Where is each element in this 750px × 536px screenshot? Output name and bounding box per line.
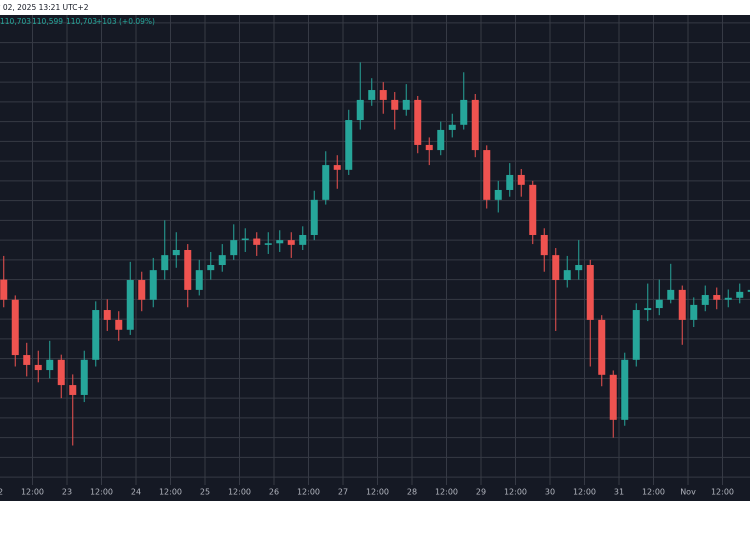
- candle-body: [69, 385, 77, 395]
- header-value: 110,703: [0, 17, 31, 26]
- candle-body: [621, 359, 629, 420]
- candle-body: [310, 199, 318, 235]
- x-tick-label: 12:00: [297, 488, 320, 497]
- candle-body: [241, 238, 249, 241]
- candle-body: [207, 265, 215, 271]
- candle-body: [46, 359, 54, 371]
- candle-body: [161, 255, 169, 271]
- candle-body: [80, 359, 88, 395]
- candle-body: [667, 289, 675, 300]
- candle-body: [713, 295, 721, 300]
- candle-body: [356, 99, 364, 121]
- candle-body: [253, 238, 261, 245]
- candle-body: [138, 280, 146, 300]
- candle-body: [368, 90, 376, 100]
- candle-body: [57, 359, 65, 386]
- x-tick-label: 12:00: [642, 488, 665, 497]
- header-value: +103 (+0.09%): [96, 17, 155, 26]
- candle-body: [701, 295, 709, 305]
- x-tick-label: 12:00: [90, 488, 113, 497]
- candle-body: [184, 250, 192, 290]
- x-tick-label: 22: [0, 488, 3, 497]
- candle-body: [506, 174, 514, 190]
- x-tick-label: Nov: [680, 488, 696, 497]
- candle-body: [460, 99, 468, 125]
- candle-body: [747, 289, 750, 292]
- candle-body: [345, 120, 353, 170]
- x-tick-label: 12:00: [711, 488, 734, 497]
- candle-body: [391, 99, 399, 110]
- x-tick-label: 12:00: [435, 488, 458, 497]
- candle-body: [402, 99, 410, 110]
- candle-body: [644, 308, 652, 311]
- candle-body: [529, 184, 537, 235]
- candle-body: [172, 250, 180, 256]
- x-tick-label: 24: [131, 488, 141, 497]
- candle-body: [414, 99, 422, 145]
- x-tick-label: 12:00: [159, 488, 182, 497]
- header-value: 110,599: [32, 17, 63, 26]
- candle-body: [736, 291, 744, 298]
- x-tick-label: 30: [545, 488, 555, 497]
- candle-body: [437, 129, 445, 151]
- candle-body: [23, 355, 31, 365]
- chart-background: [0, 15, 750, 501]
- candle-body: [690, 304, 698, 320]
- x-tick-label: 31: [614, 488, 624, 497]
- candle-body: [287, 240, 295, 245]
- candle-body: [448, 124, 456, 130]
- candle-body: [276, 240, 284, 244]
- candle-body: [678, 289, 686, 320]
- candle-body: [218, 255, 226, 266]
- candle-body: [552, 255, 560, 281]
- x-tick-label: 12:00: [573, 488, 596, 497]
- candle-body: [471, 99, 479, 151]
- candle-body: [149, 270, 157, 300]
- candle-body: [11, 299, 19, 356]
- x-tick-label: 29: [476, 488, 486, 497]
- candle-body: [230, 240, 238, 256]
- candle-body: [126, 280, 134, 330]
- candle-body: [0, 279, 8, 300]
- candle-body: [264, 243, 272, 245]
- candle-body: [575, 265, 583, 271]
- candle-body: [322, 165, 330, 200]
- x-tick-label: 12:00: [504, 488, 527, 497]
- candle-body: [92, 310, 100, 360]
- header-value: 110,703: [66, 17, 97, 26]
- candle-body: [540, 234, 548, 256]
- candle-body: [425, 144, 433, 151]
- x-tick-label: 27: [338, 488, 348, 497]
- x-tick-label: 23: [62, 488, 72, 497]
- candle-body: [724, 297, 732, 300]
- x-tick-label: 25: [200, 488, 210, 497]
- x-tick-label: 12:00: [366, 488, 389, 497]
- candle-body: [333, 165, 341, 170]
- candle-body: [34, 364, 42, 371]
- candle-body: [563, 270, 571, 281]
- candle-body: [379, 90, 387, 100]
- candle-body: [103, 310, 111, 320]
- header-time: v 02, 2025 13:21 UTC+2: [0, 3, 89, 12]
- candle-body: [299, 234, 307, 245]
- candle-body: [494, 189, 502, 200]
- x-tick-label: 28: [407, 488, 417, 497]
- candle-body: [483, 150, 491, 200]
- x-tick-label: 12:00: [228, 488, 251, 497]
- candle-body: [195, 270, 203, 290]
- candle-body: [609, 374, 617, 420]
- candle-body: [586, 265, 594, 320]
- x-tick-label: 26: [269, 488, 279, 497]
- candle-body: [655, 299, 663, 309]
- candle-body: [632, 310, 640, 360]
- candle-body: [517, 174, 525, 185]
- candle-body: [598, 319, 606, 375]
- candle-body: [115, 319, 123, 330]
- x-tick-label: 12:00: [21, 488, 44, 497]
